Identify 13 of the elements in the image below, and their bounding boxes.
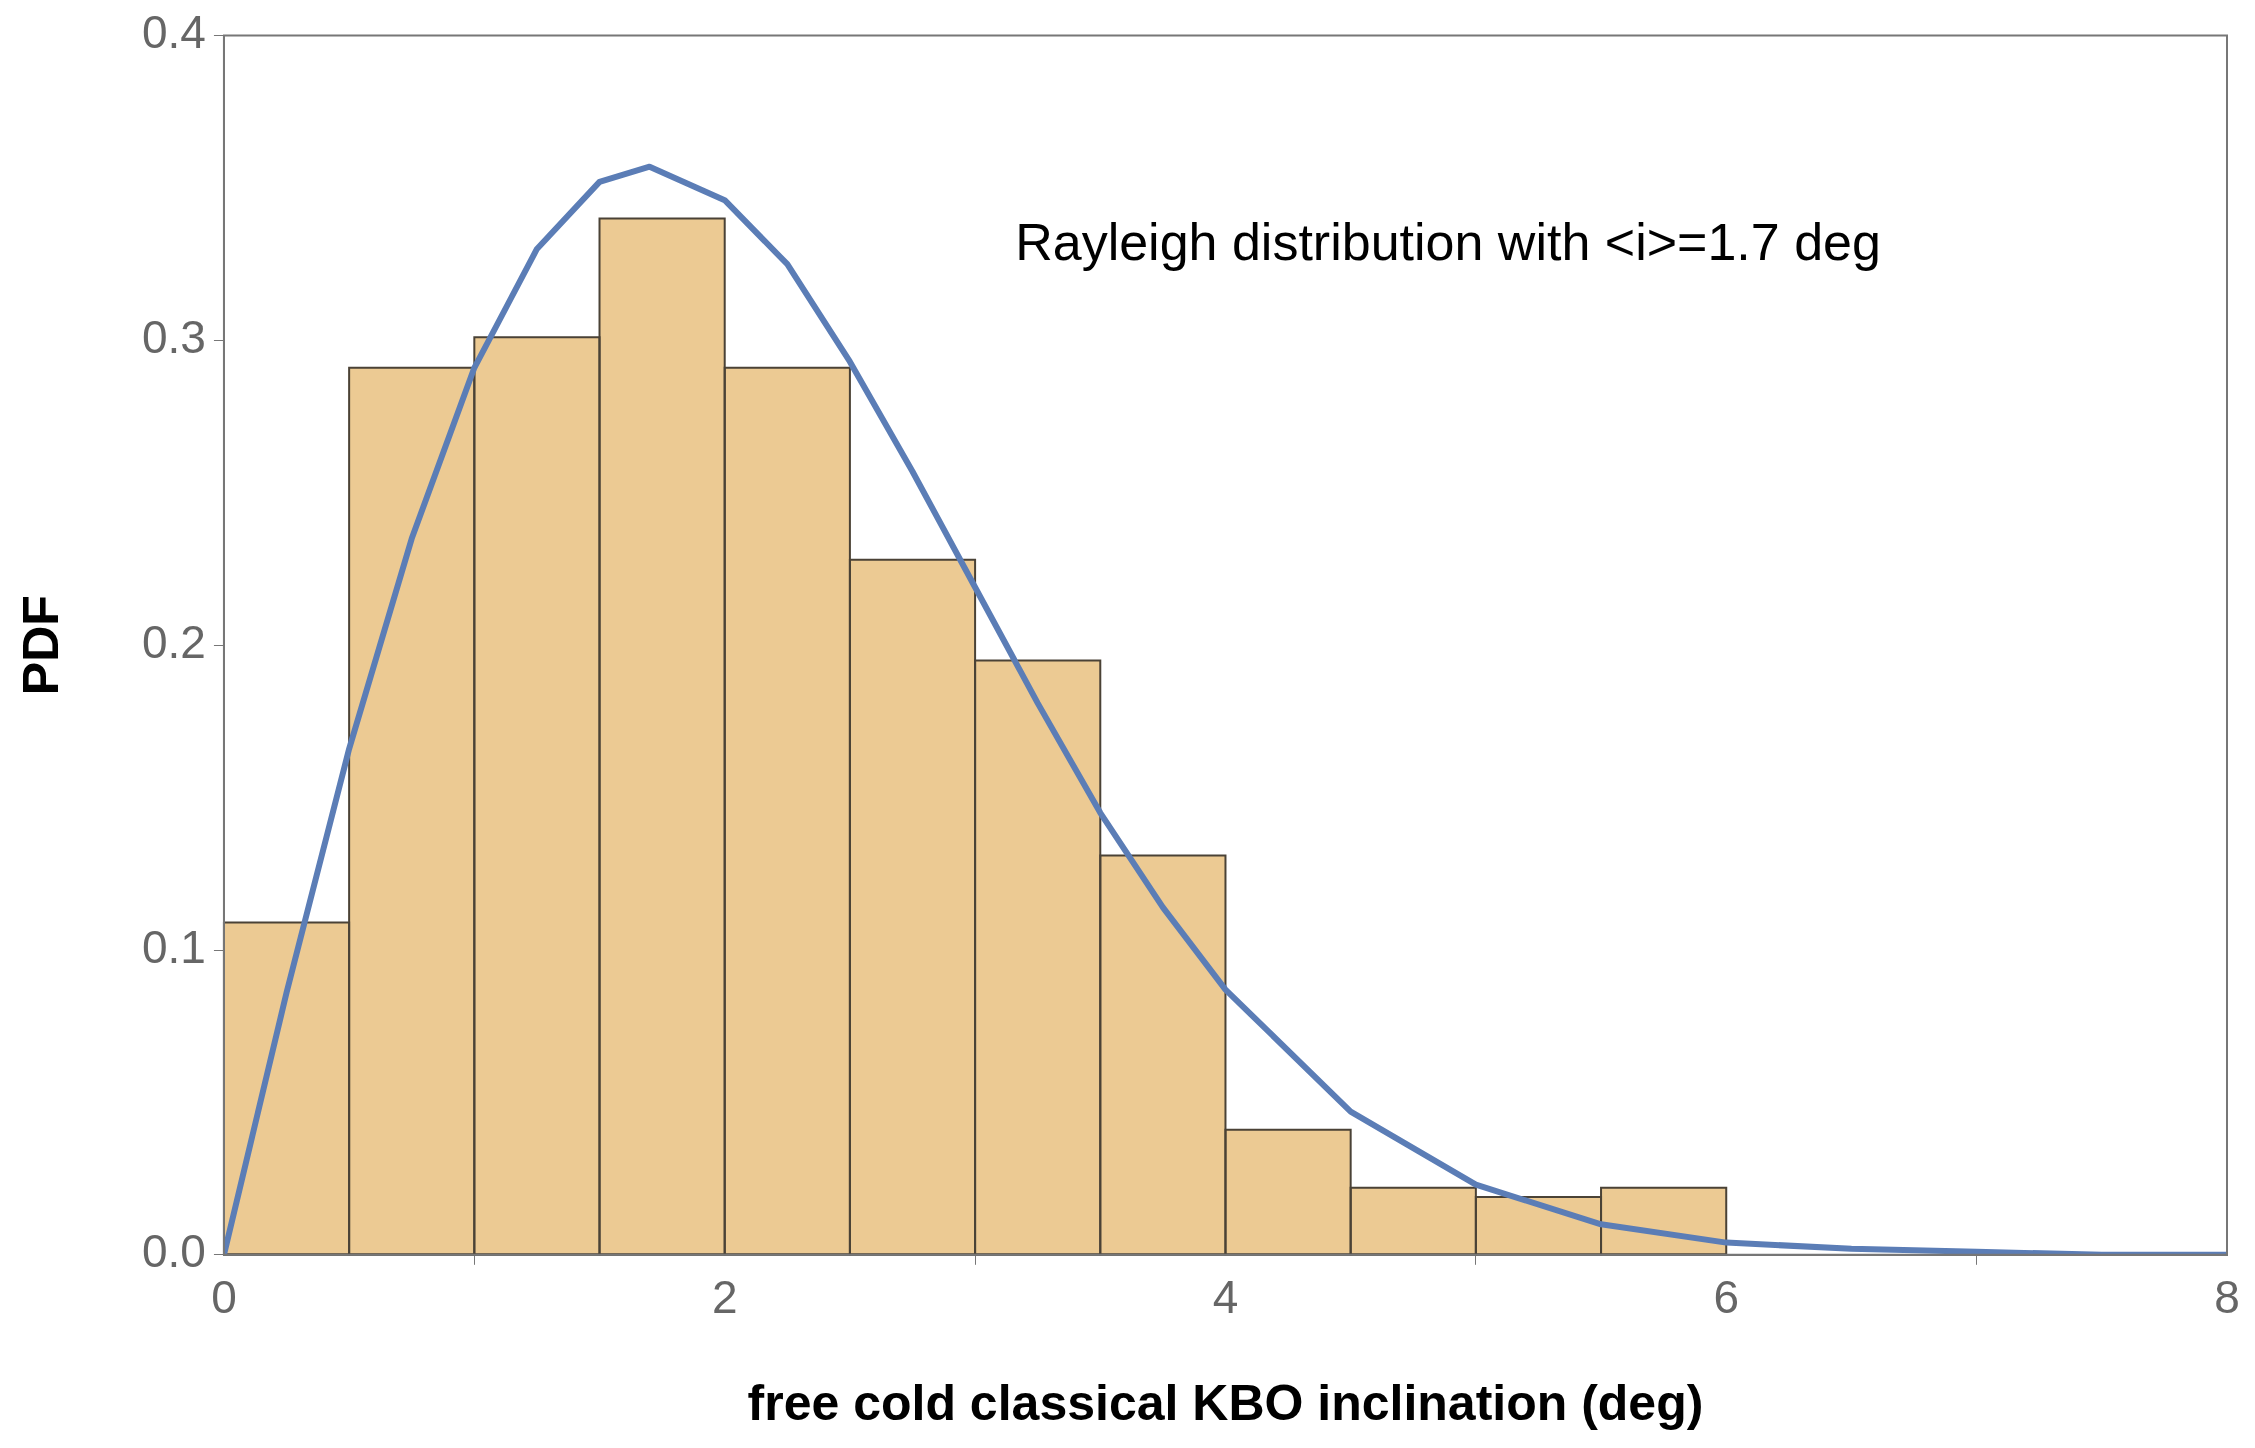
y-tick-label: 0.2 (141, 615, 206, 668)
y-tick-label: 0.1 (141, 920, 206, 973)
y-tick-label: 0.3 (141, 311, 206, 364)
x-tick-label: 2 (711, 1271, 738, 1324)
y-axis-title: PDF (12, 595, 69, 696)
x-tick-label: 6 (1713, 1271, 1740, 1324)
x-tick-label: 8 (2214, 1271, 2240, 1324)
y-tick-label: 0.4 (141, 6, 206, 59)
annotation: Rayleigh distribution with <i>=1.7 deg (1015, 212, 1881, 271)
x-tick-label: 4 (1212, 1271, 1239, 1324)
x-tick-label: 0 (211, 1271, 237, 1324)
x-axis-title: free cold classical KBO inclination (deg) (747, 1374, 1704, 1431)
y-tick-label: 0.0 (141, 1225, 206, 1278)
